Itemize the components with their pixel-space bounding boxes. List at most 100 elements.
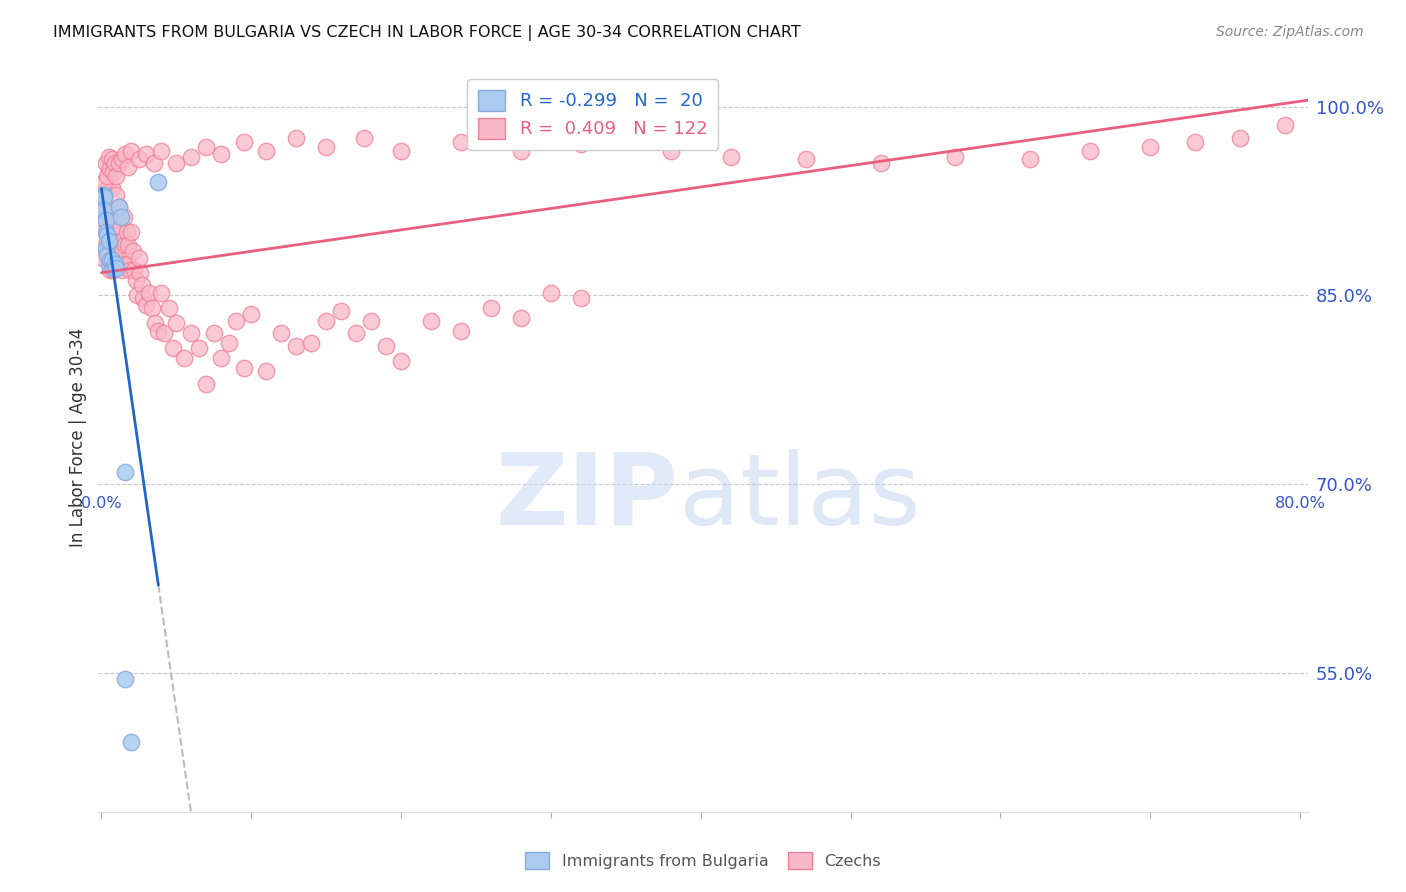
Point	[117, 257, 139, 271]
Point	[93, 212, 115, 227]
Point	[285, 339, 308, 353]
Point	[93, 200, 115, 214]
Point	[141, 301, 163, 315]
Point	[165, 156, 187, 170]
Point	[104, 244, 127, 259]
Point	[100, 253, 122, 268]
Point	[94, 226, 117, 240]
Point	[132, 291, 155, 305]
Point	[180, 150, 202, 164]
Point	[108, 200, 131, 214]
Point	[97, 234, 120, 248]
Point	[125, 273, 148, 287]
Point	[315, 313, 337, 327]
Point	[103, 263, 125, 277]
Point	[794, 153, 817, 167]
Point	[187, 341, 209, 355]
Point	[120, 226, 142, 240]
Point	[110, 257, 132, 271]
Point	[97, 162, 120, 177]
Point	[254, 144, 277, 158]
Text: 0.0%: 0.0%	[82, 496, 122, 510]
Point	[111, 153, 134, 167]
Point	[209, 351, 232, 366]
Point	[108, 200, 131, 214]
Point	[150, 144, 173, 158]
Point	[344, 326, 367, 341]
Point	[117, 238, 139, 252]
Point	[1139, 140, 1161, 154]
Point	[389, 354, 412, 368]
Text: Source: ZipAtlas.com: Source: ZipAtlas.com	[1216, 25, 1364, 39]
Point	[180, 326, 202, 341]
Legend: Immigrants from Bulgaria, Czechs: Immigrants from Bulgaria, Czechs	[519, 846, 887, 875]
Point	[96, 227, 118, 242]
Point	[218, 336, 240, 351]
Point	[97, 206, 120, 220]
Point	[389, 144, 412, 158]
Text: ZIP: ZIP	[496, 449, 679, 546]
Point	[112, 232, 135, 246]
Point	[105, 260, 128, 275]
Point	[450, 324, 472, 338]
Point	[94, 156, 117, 170]
Point	[110, 211, 132, 225]
Point	[93, 187, 115, 202]
Point	[101, 253, 124, 268]
Point	[124, 263, 146, 277]
Point	[195, 140, 218, 154]
Point	[104, 257, 127, 271]
Point	[114, 673, 136, 687]
Point	[105, 169, 128, 183]
Point	[111, 244, 134, 259]
Point	[101, 181, 124, 195]
Point	[110, 238, 132, 252]
Point	[510, 144, 533, 158]
Text: atlas: atlas	[679, 449, 921, 546]
Point	[1184, 135, 1206, 149]
Point	[360, 313, 382, 327]
Point	[240, 307, 263, 321]
Point	[93, 190, 115, 204]
Point	[101, 153, 124, 167]
Point	[315, 140, 337, 154]
Point	[101, 212, 124, 227]
Point	[173, 351, 195, 366]
Point	[232, 361, 254, 376]
Point	[114, 238, 136, 252]
Point	[91, 190, 114, 204]
Point	[100, 162, 122, 177]
Point	[120, 735, 142, 749]
Point	[114, 257, 136, 271]
Point	[94, 241, 117, 255]
Point	[105, 187, 128, 202]
Text: IMMIGRANTS FROM BULGARIA VS CZECH IN LABOR FORCE | AGE 30-34 CORRELATION CHART: IMMIGRANTS FROM BULGARIA VS CZECH IN LAB…	[53, 25, 801, 41]
Point	[510, 311, 533, 326]
Point	[150, 285, 173, 300]
Point	[108, 219, 131, 234]
Point	[94, 226, 117, 240]
Point	[569, 291, 592, 305]
Point	[97, 257, 120, 271]
Point	[165, 316, 187, 330]
Point	[100, 251, 122, 265]
Point	[1229, 131, 1251, 145]
Point	[111, 263, 134, 277]
Point	[100, 263, 122, 277]
Point	[450, 135, 472, 149]
Point	[142, 156, 165, 170]
Point	[104, 226, 127, 240]
Point	[254, 364, 277, 378]
Point	[120, 144, 142, 158]
Text: 80.0%: 80.0%	[1275, 496, 1326, 510]
Legend: R = -0.299   N =  20, R =  0.409   N = 122: R = -0.299 N = 20, R = 0.409 N = 122	[467, 79, 718, 150]
Point	[105, 212, 128, 227]
Point	[114, 147, 136, 161]
Point	[122, 244, 145, 259]
Point	[94, 238, 117, 252]
Point	[285, 131, 308, 145]
Point	[117, 160, 139, 174]
Point	[112, 211, 135, 225]
Point	[135, 147, 157, 161]
Point	[103, 244, 125, 259]
